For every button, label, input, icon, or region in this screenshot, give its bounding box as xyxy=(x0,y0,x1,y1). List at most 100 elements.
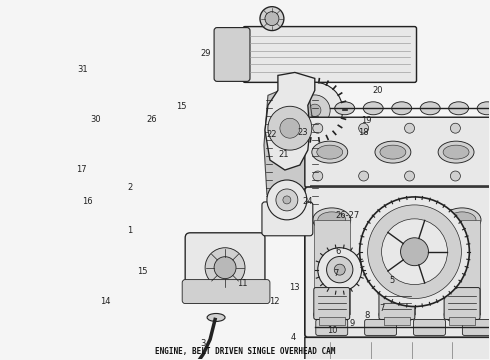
FancyBboxPatch shape xyxy=(316,319,348,336)
Circle shape xyxy=(309,104,321,116)
Text: 6: 6 xyxy=(335,247,341,256)
Ellipse shape xyxy=(448,212,476,228)
Bar xyxy=(379,220,415,315)
Ellipse shape xyxy=(444,306,480,323)
Text: 7: 7 xyxy=(379,304,385,313)
Polygon shape xyxy=(264,90,316,213)
Ellipse shape xyxy=(312,141,348,163)
Circle shape xyxy=(450,171,461,181)
Bar xyxy=(449,318,475,325)
Text: 5: 5 xyxy=(389,276,394,285)
Text: 26-27: 26-27 xyxy=(336,211,360,220)
Circle shape xyxy=(368,205,462,298)
Text: 23: 23 xyxy=(297,128,308,137)
Circle shape xyxy=(360,197,469,306)
Text: 2: 2 xyxy=(127,183,133,192)
Ellipse shape xyxy=(383,212,411,228)
Ellipse shape xyxy=(443,145,469,159)
Circle shape xyxy=(359,123,368,133)
FancyBboxPatch shape xyxy=(314,288,350,319)
Circle shape xyxy=(450,123,461,133)
Circle shape xyxy=(205,248,245,288)
Text: 8: 8 xyxy=(365,311,370,320)
Text: 14: 14 xyxy=(100,297,111,306)
Text: 12: 12 xyxy=(269,297,280,306)
Circle shape xyxy=(382,219,447,285)
Text: 3: 3 xyxy=(201,339,206,348)
Circle shape xyxy=(400,238,428,266)
Circle shape xyxy=(265,12,279,26)
Circle shape xyxy=(276,189,298,211)
Bar xyxy=(314,220,350,315)
Circle shape xyxy=(268,106,312,150)
FancyBboxPatch shape xyxy=(379,288,415,319)
FancyBboxPatch shape xyxy=(444,288,480,319)
Ellipse shape xyxy=(207,314,225,321)
Text: ENGINE, BELT DRIVEN SINGLE OVERHEAD CAM: ENGINE, BELT DRIVEN SINGLE OVERHEAD CAM xyxy=(155,347,335,356)
Circle shape xyxy=(313,171,323,181)
Text: 26: 26 xyxy=(147,114,157,123)
Text: 17: 17 xyxy=(76,166,87,175)
Bar xyxy=(310,185,490,190)
Text: 29: 29 xyxy=(201,49,211,58)
FancyBboxPatch shape xyxy=(262,202,313,236)
Circle shape xyxy=(326,257,353,283)
Text: 7: 7 xyxy=(333,269,339,278)
Circle shape xyxy=(283,196,291,204)
Circle shape xyxy=(313,123,323,133)
Circle shape xyxy=(280,118,300,138)
Circle shape xyxy=(260,7,284,31)
Ellipse shape xyxy=(449,102,468,115)
Ellipse shape xyxy=(380,145,406,159)
Ellipse shape xyxy=(335,102,355,115)
FancyBboxPatch shape xyxy=(414,319,445,336)
Text: 16: 16 xyxy=(82,197,93,206)
Ellipse shape xyxy=(378,208,416,232)
FancyBboxPatch shape xyxy=(182,280,270,303)
Ellipse shape xyxy=(317,145,343,159)
Text: 15: 15 xyxy=(137,267,147,276)
Circle shape xyxy=(299,95,330,126)
Text: 19: 19 xyxy=(361,116,371,125)
FancyBboxPatch shape xyxy=(243,27,416,82)
Ellipse shape xyxy=(438,141,474,163)
Text: 4: 4 xyxy=(290,333,295,342)
Bar xyxy=(444,220,480,315)
FancyBboxPatch shape xyxy=(185,233,265,302)
Polygon shape xyxy=(305,337,490,360)
Circle shape xyxy=(267,180,307,220)
Ellipse shape xyxy=(313,208,351,232)
FancyBboxPatch shape xyxy=(365,319,396,336)
Ellipse shape xyxy=(363,102,383,115)
Text: 9: 9 xyxy=(350,319,355,328)
Text: 30: 30 xyxy=(91,114,101,123)
Text: 18: 18 xyxy=(358,128,368,137)
FancyBboxPatch shape xyxy=(214,28,250,81)
Ellipse shape xyxy=(314,306,350,323)
Circle shape xyxy=(214,257,236,279)
Ellipse shape xyxy=(379,306,415,323)
Text: 13: 13 xyxy=(290,283,300,292)
Circle shape xyxy=(334,264,345,275)
Circle shape xyxy=(287,82,343,138)
Text: 1: 1 xyxy=(127,226,133,235)
Text: 22: 22 xyxy=(267,130,277,139)
Bar xyxy=(319,318,345,325)
Ellipse shape xyxy=(443,208,481,232)
Text: 15: 15 xyxy=(176,102,187,111)
Text: 10: 10 xyxy=(327,326,337,335)
Circle shape xyxy=(359,171,368,181)
Text: 11: 11 xyxy=(237,279,248,288)
Circle shape xyxy=(318,248,362,292)
Text: 31: 31 xyxy=(77,65,88,74)
Circle shape xyxy=(405,123,415,133)
Polygon shape xyxy=(265,72,315,170)
Ellipse shape xyxy=(392,102,412,115)
Ellipse shape xyxy=(318,212,346,228)
Bar xyxy=(384,318,410,325)
FancyBboxPatch shape xyxy=(463,319,490,336)
Ellipse shape xyxy=(375,141,411,163)
FancyBboxPatch shape xyxy=(305,187,490,337)
Circle shape xyxy=(405,171,415,181)
Ellipse shape xyxy=(477,102,490,115)
